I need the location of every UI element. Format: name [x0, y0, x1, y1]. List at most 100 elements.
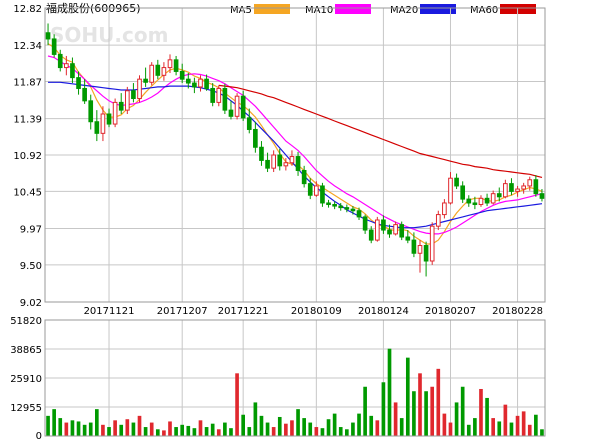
candle [448, 172, 453, 205]
ma10-line [47, 55, 543, 235]
candle [277, 148, 283, 171]
candle [70, 57, 75, 84]
volume-bar [424, 391, 428, 436]
date-tick-label: 20180109 [291, 306, 342, 317]
candle [503, 179, 508, 199]
candle [51, 34, 57, 58]
volume-bar [223, 422, 227, 436]
volume-bar [180, 424, 185, 436]
volume-bar [162, 430, 166, 436]
volume-bar [540, 429, 544, 436]
candle [161, 62, 167, 81]
volume-bar [357, 413, 361, 436]
candle [509, 178, 514, 196]
candle [112, 98, 118, 128]
volume-tick-label: 51820 [10, 316, 42, 327]
volume-bar [174, 427, 178, 436]
candle [228, 100, 234, 120]
volume-panel-border [44, 319, 546, 437]
price-tick-label: 9.02 [20, 298, 42, 309]
candle [198, 75, 203, 92]
candle [100, 106, 106, 142]
volume-bar [521, 411, 526, 436]
price-tick-label: 9.50 [20, 261, 42, 272]
candle [143, 67, 148, 87]
volume-bar [210, 423, 215, 436]
volume-bar [168, 421, 172, 436]
volume-bar [332, 413, 337, 436]
candle [435, 210, 441, 231]
volume-bar [229, 428, 233, 436]
volume-bar [125, 419, 130, 436]
price-tick-label: 11.87 [13, 78, 42, 89]
price-tick-label: 12.34 [13, 41, 42, 52]
candle [338, 202, 344, 211]
legend-swatch [254, 4, 290, 14]
volume-bar [405, 357, 410, 436]
volume-bar [345, 429, 349, 436]
volume-bar [113, 420, 117, 436]
candle [265, 152, 270, 173]
volume-bar [485, 397, 489, 436]
legend-swatch [335, 4, 371, 14]
candle [210, 83, 216, 107]
volume-bar [442, 413, 447, 436]
price-panel-border [44, 7, 546, 303]
candle [387, 224, 392, 238]
price-tick-label: 10.45 [13, 187, 42, 198]
candle [45, 23, 51, 46]
candle [240, 90, 246, 121]
volume-bar [381, 382, 386, 436]
legend-label: MA5 [230, 5, 252, 16]
legend-label: MA10 [305, 5, 333, 16]
candle [326, 199, 331, 208]
volume-bar [375, 420, 380, 436]
volume-bar [320, 428, 325, 436]
candle [179, 63, 185, 84]
volume-bar [393, 402, 398, 436]
volume-bar [131, 422, 136, 436]
candle [155, 59, 161, 80]
candle [368, 226, 374, 244]
volume-bar [436, 368, 441, 436]
candle [496, 187, 502, 202]
candle [478, 195, 484, 207]
candle [82, 79, 87, 104]
candle [484, 193, 490, 207]
volume-bar [46, 415, 50, 436]
price-tick-label: 11.39 [13, 115, 42, 126]
candle [204, 74, 209, 91]
candle [539, 189, 545, 202]
volume-bar [314, 427, 319, 436]
volume-bar [265, 422, 270, 436]
volume-bar [497, 421, 502, 436]
volume-bar [101, 424, 105, 436]
legend-label: MA60 [470, 5, 498, 16]
candle [393, 221, 398, 236]
volume-bar [58, 418, 63, 436]
candle [64, 55, 69, 76]
candle [259, 141, 264, 166]
moving-average-lines [47, 43, 543, 245]
volume-bar [88, 422, 93, 436]
volume-bar [137, 415, 142, 436]
volume-bar [290, 420, 294, 436]
volume-bar [326, 419, 331, 436]
volume-bar [308, 422, 313, 436]
volume-bar [418, 373, 422, 436]
candle [454, 173, 459, 190]
volume-tick-label: 38865 [10, 345, 42, 356]
candle [527, 176, 533, 191]
volume-bar [52, 409, 56, 436]
candle [173, 55, 179, 76]
volume-bar [454, 402, 459, 436]
date-tick-label: 20171221 [218, 306, 269, 317]
volume-bar [64, 422, 69, 436]
volume-bar [149, 422, 154, 436]
ma60-line [218, 84, 543, 178]
volume-bar [460, 386, 465, 436]
candle [94, 110, 100, 142]
volume-bar [247, 427, 252, 436]
candle [533, 175, 539, 197]
legend-label: MA20 [390, 5, 418, 16]
